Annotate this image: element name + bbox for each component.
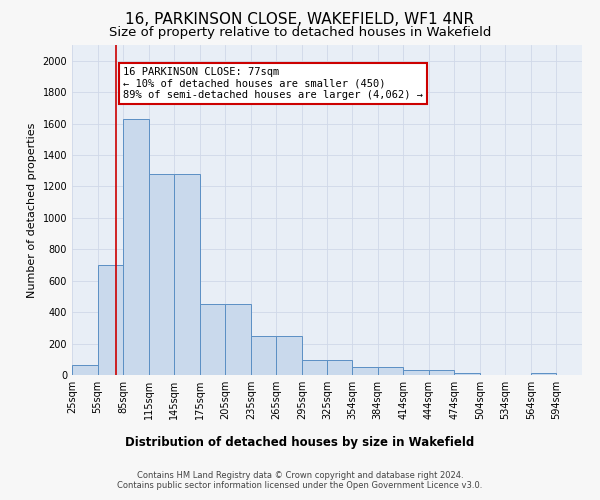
Bar bbox=[251, 336, 277, 375]
Y-axis label: Number of detached properties: Number of detached properties bbox=[27, 122, 37, 298]
Text: Size of property relative to detached houses in Wakefield: Size of property relative to detached ho… bbox=[109, 26, 491, 39]
Bar bbox=[429, 370, 454, 375]
Bar bbox=[277, 336, 302, 375]
Text: Contains HM Land Registry data © Crown copyright and database right 2024.
Contai: Contains HM Land Registry data © Crown c… bbox=[118, 470, 482, 490]
Text: Distribution of detached houses by size in Wakefield: Distribution of detached houses by size … bbox=[125, 436, 475, 449]
Bar bbox=[149, 174, 174, 375]
Bar bbox=[200, 304, 225, 375]
Text: 16, PARKINSON CLOSE, WAKEFIELD, WF1 4NR: 16, PARKINSON CLOSE, WAKEFIELD, WF1 4NR bbox=[125, 12, 475, 28]
Bar bbox=[302, 360, 328, 375]
Bar bbox=[531, 372, 556, 375]
Bar bbox=[72, 365, 98, 375]
Bar bbox=[352, 367, 377, 375]
Bar bbox=[328, 360, 352, 375]
Bar bbox=[403, 370, 429, 375]
Bar bbox=[174, 174, 200, 375]
Text: 16 PARKINSON CLOSE: 77sqm
← 10% of detached houses are smaller (450)
89% of semi: 16 PARKINSON CLOSE: 77sqm ← 10% of detac… bbox=[123, 67, 423, 100]
Bar bbox=[225, 304, 251, 375]
Bar bbox=[377, 367, 403, 375]
Bar bbox=[98, 265, 123, 375]
Bar bbox=[123, 119, 149, 375]
Bar bbox=[454, 372, 480, 375]
